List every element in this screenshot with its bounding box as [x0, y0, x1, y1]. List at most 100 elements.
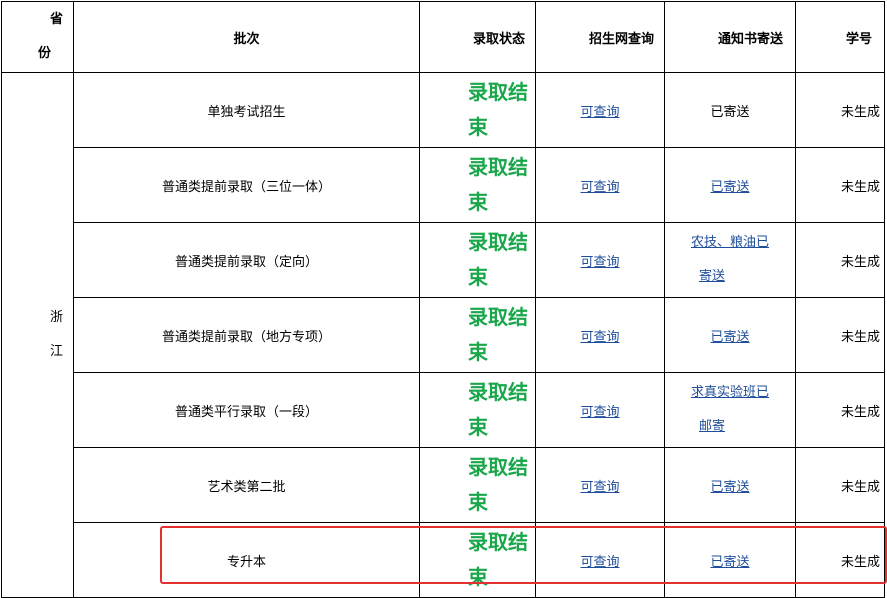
table-row: 普通类平行录取（一段） 录取结束 可查询 求真实验班已邮寄 未生成	[2, 372, 885, 448]
batch-name: 专升本	[226, 554, 266, 570]
notice-cell: 农技、粮油已寄送	[664, 222, 796, 298]
batch-name: 普通类平行录取（一段）	[174, 404, 318, 420]
batch-cell: 普通类提前录取（三位一体）	[73, 147, 420, 223]
status-text: 录取结	[468, 380, 528, 404]
notice-line1: 农技、粮油已	[690, 235, 769, 250]
query-cell: 可查询	[535, 372, 665, 448]
student-id-text: 未生成	[840, 479, 880, 495]
status-cell: 录取结束	[419, 372, 536, 448]
notice-cell: 已寄送	[664, 522, 796, 598]
status-text: 录取结	[468, 455, 528, 479]
student-id-cell: 未生成	[795, 372, 885, 448]
status-cell: 录取结束	[419, 522, 536, 598]
status-cell: 录取结束	[419, 297, 536, 373]
status-text-cont: 束	[468, 415, 488, 439]
notice-cell: 求真实验班已邮寄	[664, 372, 796, 448]
batch-name: 普通类提前录取（三位一体）	[161, 179, 331, 195]
header-query: 招生网查询	[535, 1, 665, 73]
table-row: 普通类提前录取（定向） 录取结束 可查询 农技、粮油已 寄送 未生成	[2, 222, 885, 298]
table-row: 浙江单独考试招生 录取结束可查询 已寄送 未生成	[1, 72, 885, 598]
query-link[interactable]: 可查询	[580, 254, 620, 270]
batch-cell: 专升本	[73, 522, 420, 598]
batch-cell: 普通类平行录取（一段）	[73, 372, 420, 448]
province-line2: 江	[49, 344, 63, 359]
notice-line2: 邮寄	[698, 419, 725, 434]
query-link[interactable]: 可查询	[580, 554, 620, 570]
table-row: 艺术类第二批 录取结束 可查询 已寄送 未生成	[2, 447, 885, 523]
student-id-text: 未生成	[840, 104, 880, 120]
batch-name: 普通类提前录取（地方专项）	[161, 329, 331, 345]
province-line1: 浙	[49, 310, 63, 325]
query-link[interactable]: 可查询	[580, 329, 620, 345]
header-row: 省份 批次 录取状态 招生网查询 通知书寄送 学号	[1, 1, 885, 73]
status-text: 录取结	[468, 80, 528, 104]
header-student-id: 学号	[795, 1, 885, 73]
notice-link[interactable]: 已寄送	[710, 329, 750, 345]
student-id-cell: 未生成	[795, 447, 885, 523]
header-province: 省份	[1, 1, 74, 73]
batch-cell: 普通类提前录取（地方专项）	[73, 297, 420, 373]
query-cell: 可查询	[535, 147, 665, 223]
query-link[interactable]: 可查询	[580, 104, 620, 120]
header-province-line2: 份	[38, 46, 52, 61]
table-row: 专升本 录取结束 可查询 已寄送 未生成	[2, 522, 885, 598]
notice-link[interactable]: 求真实验班已邮寄	[691, 385, 769, 434]
query-cell: 可查询	[535, 522, 665, 598]
student-id-cell: 未生成	[795, 72, 885, 148]
status-text-cont: 束	[468, 490, 488, 514]
student-id-cell: 未生成	[795, 522, 885, 598]
header-status: 录取状态	[419, 1, 536, 73]
query-link[interactable]: 可查询	[580, 179, 620, 195]
batch-name: 艺术类第二批	[207, 479, 286, 495]
header-batch: 批次	[73, 1, 420, 73]
student-id-text: 未生成	[840, 404, 880, 420]
notice-cell: 已寄送	[664, 72, 796, 148]
status-text-cont: 束	[468, 565, 488, 589]
student-id-text: 未生成	[840, 329, 880, 345]
status-text: 录取结	[468, 305, 528, 329]
status-cell: 录取结束	[419, 72, 536, 148]
query-link[interactable]: 可查询	[580, 404, 620, 420]
notice-text: 已寄送	[710, 104, 750, 120]
status-cell: 录取结束	[419, 147, 536, 223]
student-id-text: 未生成	[840, 554, 880, 570]
student-id-cell: 未生成	[795, 147, 885, 223]
student-id-text: 未生成	[840, 179, 880, 195]
province-cell: 浙江	[1, 72, 74, 598]
query-cell: 可查询	[535, 72, 665, 148]
notice-link[interactable]: 已寄送	[710, 179, 750, 195]
query-cell: 可查询	[535, 447, 665, 523]
status-text: 录取结	[468, 530, 528, 554]
notice-cell: 已寄送	[664, 297, 796, 373]
batch-cell: 单独考试招生	[73, 72, 420, 148]
notice-link[interactable]: 已寄送	[710, 479, 750, 495]
notice-line1: 求真实验班已	[690, 385, 769, 400]
status-text: 录取结	[468, 155, 528, 179]
query-cell: 可查询	[535, 222, 665, 298]
status-text-cont: 束	[468, 340, 488, 364]
table-row: 普通类提前录取（三位一体） 录取结束 可查询 已寄送 未生成	[2, 147, 885, 223]
table-row: 普通类提前录取（地方专项） 录取结束 可查询 已寄送 未生成	[2, 297, 885, 373]
batch-name: 普通类提前录取（定向）	[174, 254, 318, 270]
query-cell: 可查询	[535, 297, 665, 373]
batch-name: 单独考试招生	[207, 104, 286, 120]
header-province-line1: 省	[50, 12, 64, 27]
student-id-cell: 未生成	[795, 297, 885, 373]
notice-link[interactable]: 农技、粮油已寄送	[691, 235, 769, 284]
batch-cell: 普通类提前录取（定向）	[73, 222, 420, 298]
notice-line2: 寄送	[698, 269, 725, 284]
status-text-cont: 束	[468, 265, 488, 289]
batch-cell: 艺术类第二批	[73, 447, 420, 523]
status-text-cont: 束	[468, 190, 488, 214]
notice-cell: 已寄送	[664, 147, 796, 223]
query-link[interactable]: 可查询	[580, 479, 620, 495]
status-text: 录取结	[468, 230, 528, 254]
status-text-cont: 束	[468, 115, 488, 139]
status-cell: 录取结束	[419, 222, 536, 298]
status-cell: 录取结束	[419, 447, 536, 523]
student-id-cell: 未生成	[795, 222, 885, 298]
notice-cell: 已寄送	[664, 447, 796, 523]
header-notice: 通知书寄送	[664, 1, 796, 73]
notice-link[interactable]: 已寄送	[710, 554, 750, 570]
